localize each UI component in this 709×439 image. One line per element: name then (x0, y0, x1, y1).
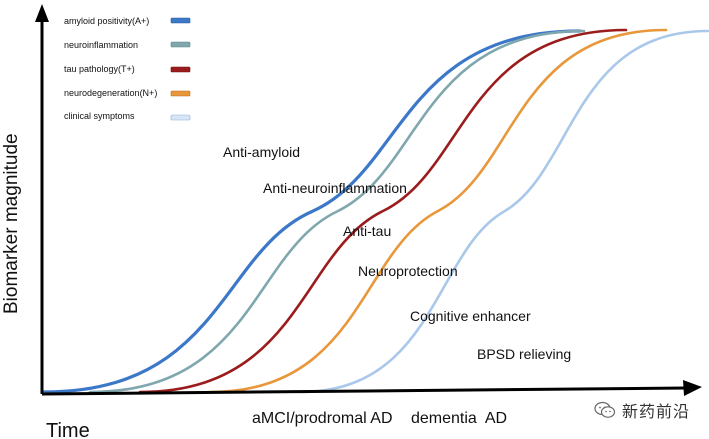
intervention-anti-tau: Anti-tau (343, 223, 391, 239)
curve-neurodegeneration (208, 28, 668, 394)
curve-clinical (298, 29, 709, 394)
stage-label-dementia: dementia AD (411, 410, 507, 427)
legend-swatch-neuroinflammation (170, 41, 191, 48)
x-axis-label: Time (46, 420, 90, 439)
legend-swatch-tau (170, 66, 191, 73)
y-axis-arrow (35, 4, 49, 22)
legend-swatch-neurodegeneration (170, 90, 191, 97)
legend-label-tau: tau pathology(T+) (64, 64, 135, 74)
intervention-bpsd-relieving: BPSD relieving (477, 346, 571, 362)
legend-label-clinical: clinical symptoms (64, 111, 135, 121)
wechat-icon (594, 401, 616, 418)
curve-tau (138, 28, 628, 394)
legend-label-neuroinflammation: neuroinflammation (64, 40, 138, 50)
y-axis-label: Biomarker magnitude (1, 133, 22, 314)
intervention-anti-amyloid: Anti-amyloid (223, 144, 300, 160)
legend-label-amyloid: amyloid positivity(A+) (64, 16, 149, 26)
legend: amyloid positivity(A+) neuroinflammation… (64, 16, 191, 121)
intervention-cognitive-enhancer: Cognitive enhancer (410, 308, 531, 324)
legend-swatch-clinical (170, 114, 191, 121)
watermark: 新药前沿 (594, 398, 690, 422)
biomarker-curves (42, 28, 709, 394)
legend-label-neurodegeneration: neurodegeneration(N+) (64, 88, 157, 98)
intervention-anti-neuroinflammation: Anti-neuroinflammation (263, 180, 407, 196)
curve-neuroinflammation (88, 29, 586, 394)
stage-label-prodromal: aMCI/prodromal AD (252, 410, 393, 427)
x-axis (41, 386, 687, 396)
watermark-text: 新药前沿 (622, 404, 691, 421)
x-axis-arrow (683, 380, 702, 396)
legend-swatch-amyloid (170, 17, 191, 24)
curve-amyloid (42, 29, 582, 394)
intervention-neuroprotection: Neuroprotection (358, 263, 458, 279)
